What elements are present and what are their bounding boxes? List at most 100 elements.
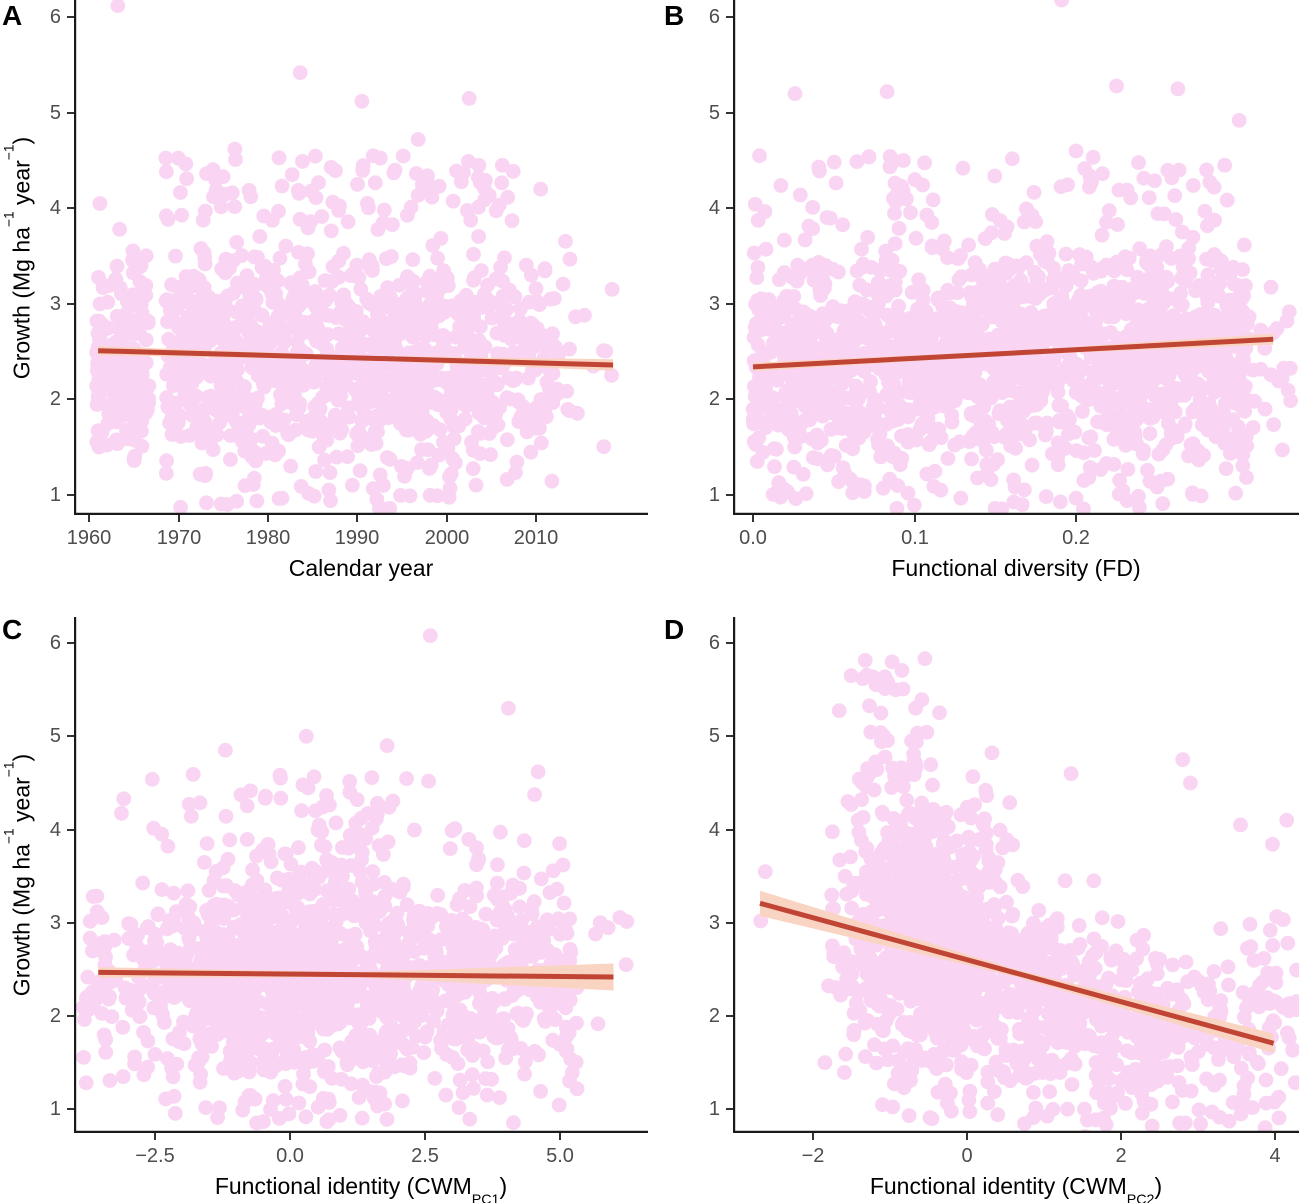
x-tick-label: 5.0 bbox=[546, 1145, 574, 1167]
y-tick-label: 4 bbox=[49, 819, 61, 841]
y-tick-label: 6 bbox=[708, 632, 720, 654]
y-tick-label: 5 bbox=[49, 725, 61, 747]
scatter-points bbox=[75, 628, 635, 1131]
y-tick-label: 6 bbox=[708, 6, 720, 28]
regression-line bbox=[98, 969, 614, 980]
scatter-points bbox=[89, 0, 620, 515]
x-axis-title: Functional identity (CWMPC1) bbox=[214, 1173, 508, 1203]
panel-label-A: A bbox=[2, 0, 23, 31]
y-tick-label: 1 bbox=[708, 1098, 720, 1120]
y-tick-mark bbox=[726, 1015, 733, 1017]
y-tick-mark bbox=[726, 303, 733, 305]
x-tick-mark bbox=[356, 515, 358, 522]
scatter-points bbox=[745, 0, 1298, 515]
x-tick-label: 0.0 bbox=[276, 1145, 304, 1167]
panel-label-D: D bbox=[664, 614, 685, 645]
y-tick-label: 3 bbox=[49, 912, 61, 934]
y-tick-label: 3 bbox=[49, 293, 61, 315]
y-tick-mark bbox=[67, 922, 74, 924]
y-tick-mark bbox=[67, 735, 74, 737]
panel-label-C: C bbox=[2, 614, 23, 645]
y-tick-mark bbox=[726, 1108, 733, 1110]
y-axis-title: Growth (Mg ha−1 year−1) bbox=[1, 753, 35, 997]
y-tick-label: 5 bbox=[708, 102, 720, 124]
y-tick-label: 1 bbox=[49, 484, 61, 506]
y-tick-label: 2 bbox=[49, 1005, 61, 1027]
x-tick-label: 1990 bbox=[334, 527, 380, 549]
x-tick-mark bbox=[88, 515, 90, 522]
y-tick-mark bbox=[67, 829, 74, 831]
x-tick-mark bbox=[752, 515, 754, 522]
regression-line bbox=[98, 348, 614, 368]
x-tick-mark bbox=[1075, 515, 1077, 522]
x-axis-title: Calendar year bbox=[288, 555, 434, 581]
y-tick-mark bbox=[67, 16, 74, 18]
x-tick-label: 2010 bbox=[513, 527, 559, 549]
y-tick-mark bbox=[67, 112, 74, 114]
x-tick-mark bbox=[1120, 1133, 1122, 1140]
plot-area-C bbox=[74, 617, 648, 1133]
y-tick-label: 3 bbox=[708, 912, 720, 934]
panel-label-B: B bbox=[664, 0, 685, 31]
y-tick-label: 4 bbox=[708, 197, 720, 219]
y-tick-mark bbox=[726, 16, 733, 18]
y-tick-mark bbox=[67, 642, 74, 644]
y-tick-mark bbox=[726, 112, 733, 114]
x-tick-mark bbox=[914, 515, 916, 522]
x-tick-label: 1960 bbox=[66, 527, 112, 549]
y-tick-label: 2 bbox=[49, 388, 61, 410]
y-tick-mark bbox=[726, 398, 733, 400]
y-axis-title: Growth (Mg ha−1 year−1) bbox=[1, 136, 35, 379]
x-tick-label: 1970 bbox=[156, 527, 202, 549]
x-tick-mark bbox=[559, 1133, 561, 1140]
x-axis-title: Functional identity (CWMPC2) bbox=[869, 1173, 1163, 1203]
y-tick-label: 3 bbox=[708, 293, 720, 315]
y-tick-mark bbox=[726, 922, 733, 924]
x-tick-label: −2.5 bbox=[135, 1145, 175, 1167]
x-axis-title: Functional diversity (FD) bbox=[891, 555, 1141, 581]
y-tick-mark bbox=[67, 1015, 74, 1017]
y-tick-mark bbox=[67, 494, 74, 496]
plot-area-D bbox=[733, 617, 1299, 1133]
x-tick-mark bbox=[289, 1133, 291, 1140]
y-tick-mark bbox=[726, 642, 733, 644]
y-tick-label: 4 bbox=[708, 819, 720, 841]
y-tick-label: 4 bbox=[49, 197, 61, 219]
x-tick-label: 0.1 bbox=[901, 527, 929, 549]
y-tick-label: 2 bbox=[708, 1005, 720, 1027]
x-tick-mark bbox=[154, 1133, 156, 1140]
x-tick-label: 0.2 bbox=[1062, 527, 1090, 549]
x-tick-label: 1980 bbox=[245, 527, 291, 549]
x-tick-mark bbox=[966, 1133, 968, 1140]
y-tick-mark bbox=[726, 829, 733, 831]
x-tick-mark bbox=[535, 515, 537, 522]
y-tick-mark bbox=[726, 207, 733, 209]
plot-area-B bbox=[733, 0, 1299, 515]
y-tick-label: 6 bbox=[49, 632, 61, 654]
y-tick-label: 2 bbox=[708, 388, 720, 410]
y-tick-label: 5 bbox=[708, 725, 720, 747]
y-tick-label: 5 bbox=[49, 102, 61, 124]
x-tick-label: −2 bbox=[801, 1145, 825, 1167]
x-tick-mark bbox=[1274, 1133, 1276, 1140]
y-tick-mark bbox=[67, 1108, 74, 1110]
x-tick-label: 4 bbox=[1269, 1145, 1281, 1167]
plot-area-A bbox=[74, 0, 648, 515]
y-tick-mark bbox=[726, 494, 733, 496]
regression-line bbox=[752, 336, 1274, 370]
y-tick-label: 1 bbox=[708, 484, 720, 506]
y-tick-label: 1 bbox=[49, 1098, 61, 1120]
y-tick-mark bbox=[67, 207, 74, 209]
y-tick-mark bbox=[67, 398, 74, 400]
x-tick-mark bbox=[267, 515, 269, 522]
y-tick-label: 6 bbox=[49, 6, 61, 28]
x-tick-mark bbox=[446, 515, 448, 522]
x-tick-mark bbox=[178, 515, 180, 522]
x-tick-label: 2.5 bbox=[411, 1145, 439, 1167]
x-tick-label: 2000 bbox=[424, 527, 470, 549]
x-tick-mark bbox=[812, 1133, 814, 1140]
regression-line bbox=[759, 900, 1275, 1046]
x-tick-mark bbox=[424, 1133, 426, 1140]
y-tick-mark bbox=[67, 303, 74, 305]
